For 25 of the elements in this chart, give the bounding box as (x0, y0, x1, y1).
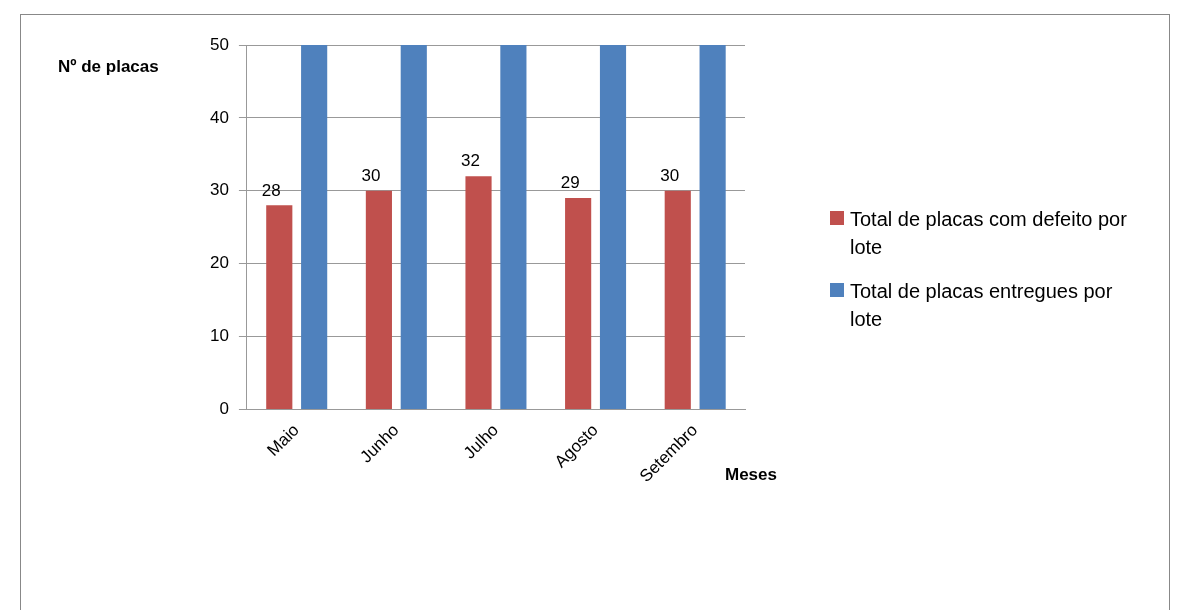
y-axis-title: Nº de placas (58, 56, 159, 76)
bar (301, 45, 328, 409)
legend-label: Total de placas entregues por lote (850, 280, 1113, 330)
bar (465, 176, 492, 409)
bar (365, 190, 392, 409)
y-tick-label: 40 (209, 107, 229, 127)
data-label: 28 (261, 180, 281, 200)
bar (664, 190, 691, 409)
bar (565, 198, 592, 409)
bar (500, 45, 527, 409)
y-tick-label: 10 (209, 326, 229, 346)
bar (599, 45, 627, 409)
x-axis-title: Meses (725, 465, 777, 485)
data-label: 30 (361, 165, 381, 185)
bar (400, 45, 427, 409)
data-label: 29 (560, 173, 580, 193)
y-tick-label: 30 (209, 180, 229, 200)
bar (699, 45, 726, 409)
y-tick-label: 50 (209, 34, 229, 54)
bar (266, 205, 293, 409)
y-tick-label: 0 (219, 399, 229, 419)
y-tick-label: 20 (209, 253, 229, 273)
data-label: 32 (461, 151, 480, 171)
legend-label: Total de placas com defeito por lote (850, 208, 1127, 258)
data-label: 30 (660, 165, 680, 185)
